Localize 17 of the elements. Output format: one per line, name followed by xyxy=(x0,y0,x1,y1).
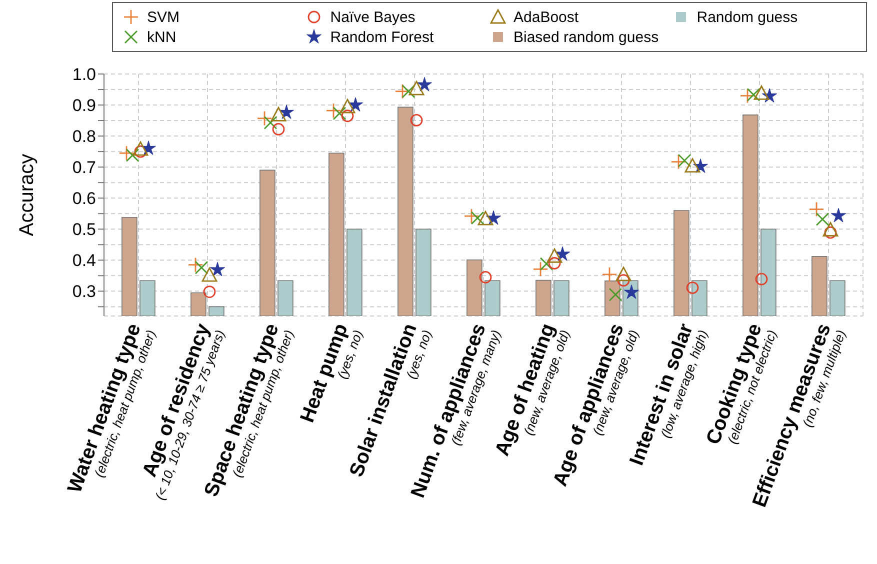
legend-label: SVM xyxy=(147,8,180,26)
x-tick-label: Heat pump (yes, no) xyxy=(296,320,366,426)
y-tick-label: 0.3 xyxy=(72,282,96,302)
legend-label: Biased random guess xyxy=(514,28,659,46)
y-tick-label: 0.9 xyxy=(72,96,96,116)
legend-label: Naïve Bayes xyxy=(330,8,416,26)
y-tick-label: 0.7 xyxy=(72,158,96,178)
y-tick-label: 0.8 xyxy=(72,127,96,146)
legend-label: kNN xyxy=(147,28,176,46)
y-tick-label: 0.4 xyxy=(72,251,96,270)
y-axis-title: Accuracy xyxy=(16,154,38,236)
y-tick-label: 1.0 xyxy=(72,65,96,84)
y-tick-label: 0.5 xyxy=(72,220,96,240)
y-tick-label: 0.6 xyxy=(72,189,96,208)
legend-label: AdaBoost xyxy=(514,8,579,26)
legend-label: Random Forest xyxy=(330,28,434,46)
legend-label: Random guess xyxy=(696,8,798,26)
